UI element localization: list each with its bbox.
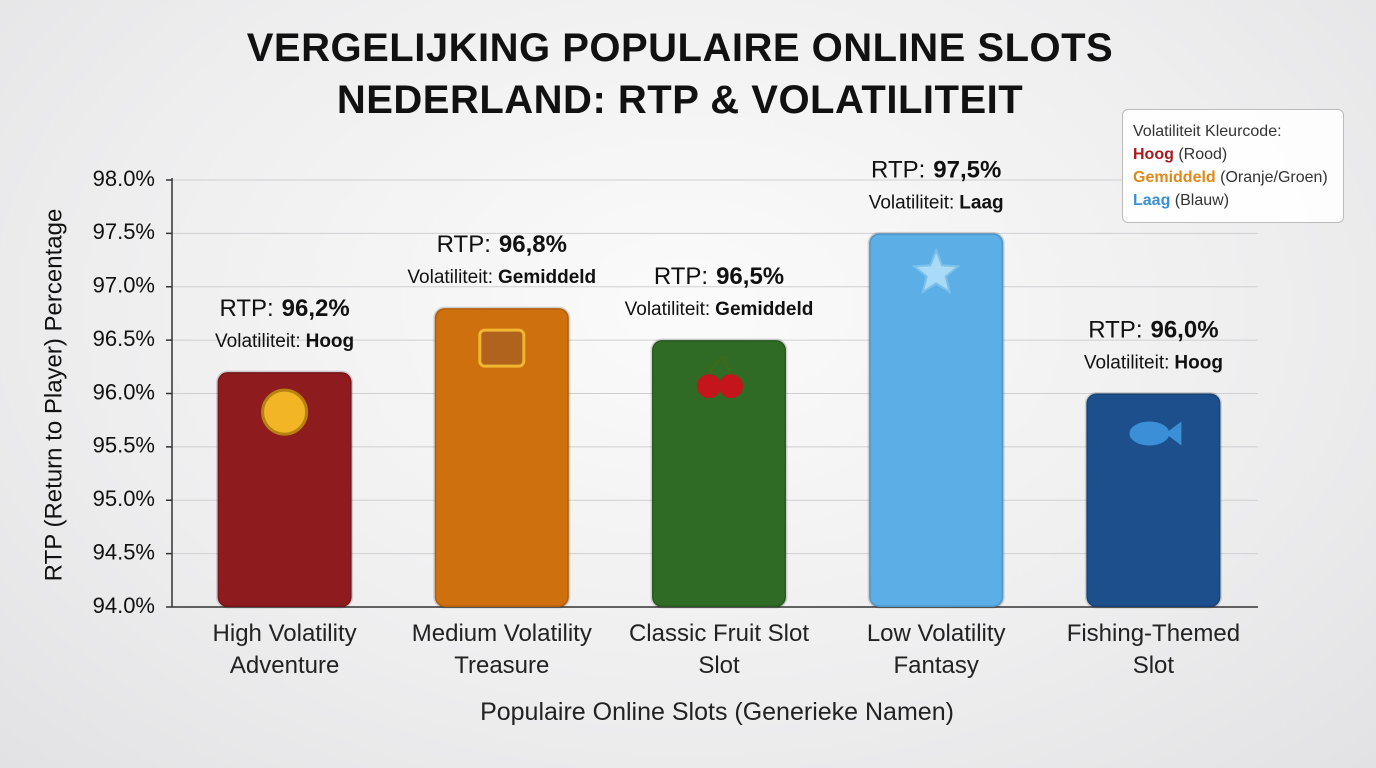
y-tick-label: 96.0% xyxy=(93,379,155,404)
legend-item: Gemiddeld (Oranje/Groen) xyxy=(1133,166,1333,189)
bar xyxy=(216,370,354,609)
y-tick-label: 97.0% xyxy=(93,273,155,298)
volatility-value: Gemiddeld xyxy=(498,267,596,288)
volatility-prefix: Volatiliteit: xyxy=(1084,353,1170,374)
data-label-value: 96,8% xyxy=(499,231,567,258)
icon xyxy=(707,356,733,375)
bar xyxy=(867,231,1005,609)
volatility-prefix: Volatiliteit: xyxy=(869,192,955,213)
icon xyxy=(1129,421,1170,446)
volatility-value: Gemiddeld xyxy=(715,299,813,320)
data-label-prefix: RTP: xyxy=(871,157,925,184)
volatility-prefix: Volatiliteit: xyxy=(407,267,493,288)
legend-title: Volatiliteit Kleurcode: xyxy=(1133,123,1282,140)
volatility-prefix: Volatiliteit: xyxy=(215,331,301,352)
icon xyxy=(911,247,961,295)
legend-note: (Oranje/Groen) xyxy=(1220,169,1328,186)
data-label-prefix: RTP: xyxy=(219,295,273,322)
data-label-prefix: RTP: xyxy=(654,263,708,290)
y-tick-label: 97.5% xyxy=(93,219,155,244)
y-tick-label: 98.0% xyxy=(93,166,155,191)
x-tick-label: Low Volatility Fantasy xyxy=(866,620,1006,679)
x-tick-label: Medium Volatility Treasure xyxy=(411,620,592,679)
volatility-label: Volatiliteit: Gemiddeld xyxy=(625,299,814,320)
volatility-label: Volatiliteit: Hoog xyxy=(1084,353,1223,374)
x-tick-label: High Volatility Adventure xyxy=(212,620,357,679)
icon xyxy=(261,388,309,436)
y-tick-label: 94.5% xyxy=(93,539,155,564)
data-label: RTP: 96,0% xyxy=(1088,317,1218,344)
legend-name: Hoog xyxy=(1133,146,1174,163)
legend-item: Laag (Blauw) xyxy=(1133,189,1333,212)
legend-item: Hoog (Rood) xyxy=(1133,143,1333,166)
x-tick-label: Fishing-Themed Slot xyxy=(1066,620,1241,679)
icon xyxy=(478,328,526,368)
data-label: RTP: 97,5% xyxy=(871,157,1001,184)
data-label: RTP: 96,2% xyxy=(219,295,349,322)
volatility-value: Hoog xyxy=(1174,353,1223,374)
chart-title: VERGELIJKING POPULAIRE ONLINE SLOTS NEDE… xyxy=(246,26,1114,122)
data-label-value: 97,5% xyxy=(933,157,1001,184)
legend-note: (Blauw) xyxy=(1174,192,1230,209)
data-label: RTP: 96,5% xyxy=(654,263,784,290)
data-label-value: 96,2% xyxy=(282,295,350,322)
y-tick-label: 95.5% xyxy=(93,433,155,458)
y-tick-label: 95.0% xyxy=(93,486,155,511)
y-tick-label: 94.0% xyxy=(93,593,155,618)
bar xyxy=(650,338,788,609)
x-tick-label: Classic Fruit Slot Slot xyxy=(628,620,810,679)
data-label-prefix: RTP: xyxy=(1088,317,1142,344)
data-label-value: 96,5% xyxy=(716,263,784,290)
volatility-value: Laag xyxy=(959,192,1003,213)
data-label-prefix: RTP: xyxy=(437,231,491,258)
icon xyxy=(1165,421,1182,446)
volatility-value: Hoog xyxy=(306,331,355,352)
legend-name: Laag xyxy=(1133,192,1171,209)
y-axis-label: RTP (Return to Player) Percentage xyxy=(40,209,67,582)
data-label-value: 96,0% xyxy=(1150,317,1218,344)
y-tick-label: 96.5% xyxy=(93,326,155,351)
data-label: RTP: 96,8% xyxy=(437,231,567,258)
volatility-label: Volatiliteit: Hoog xyxy=(215,331,354,352)
volatility-label: Volatiliteit: Laag xyxy=(869,192,1004,213)
volatility-label: Volatiliteit: Gemiddeld xyxy=(407,267,596,288)
icon xyxy=(719,374,743,399)
x-axis-label: Populaire Online Slots (Generieke Namen) xyxy=(480,698,954,726)
legend-name: Gemiddeld xyxy=(1133,169,1216,186)
legend-note: (Rood) xyxy=(1178,146,1228,163)
legend: Volatiliteit Kleurcode: Hoog (Rood) Gemid… xyxy=(1122,109,1344,223)
bar xyxy=(433,306,571,609)
icon xyxy=(697,374,721,399)
volatility-prefix: Volatiliteit: xyxy=(625,299,711,320)
bar xyxy=(1084,392,1222,609)
